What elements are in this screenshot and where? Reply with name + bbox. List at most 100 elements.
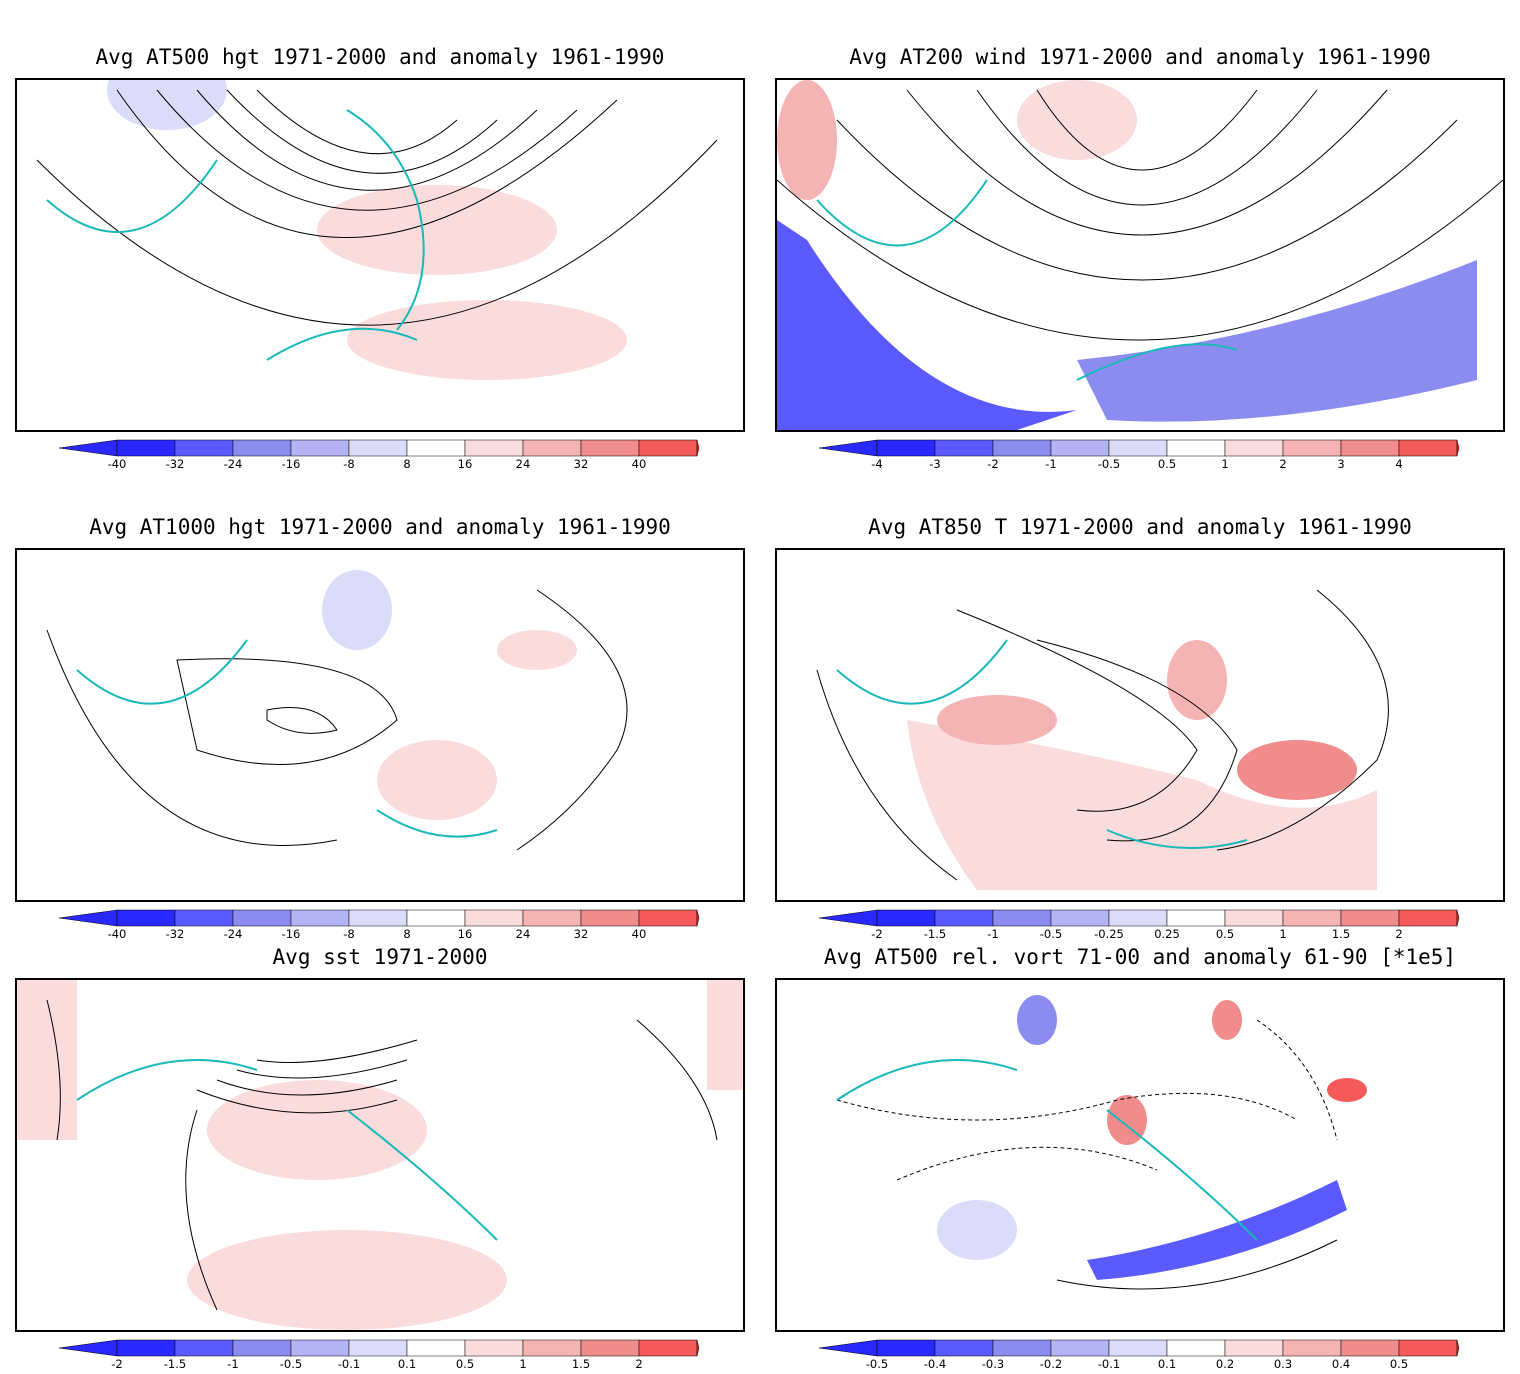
tick-label: -0.5: [1040, 927, 1062, 941]
tick-label: 0.3: [1274, 1357, 1292, 1371]
tick-label: 8: [403, 457, 410, 471]
tick-label: 1.5: [572, 1357, 590, 1371]
colorbar-svg: -4 -3 -2 -1 -0.5 0.5 1 2 3 4: [818, 439, 1460, 471]
tick-label: 0.5: [1390, 1357, 1408, 1371]
tick-label: 1: [1221, 457, 1228, 471]
tick-label: -0.5: [280, 1357, 302, 1371]
tick-label: 0.4: [1332, 1357, 1350, 1371]
panel-title: Avg AT850 T 1971-2000 and anomaly 1961-1…: [868, 515, 1412, 539]
tick-label: -0.5: [866, 1357, 888, 1371]
tick-label: -0.4: [924, 1357, 946, 1371]
tick-label: 2: [1279, 457, 1286, 471]
map-canvas: [46, 570, 628, 851]
colorbar: -4 -3 -2 -1 -0.5 0.5 1 2 3 4: [818, 439, 1460, 474]
coastline: [836, 1059, 1258, 1241]
tick-label: 2: [1395, 927, 1402, 941]
tick-label: -1.5: [924, 927, 946, 941]
map-canvas: [836, 995, 1367, 1290]
tick-label: -1.5: [164, 1357, 186, 1371]
map-canvas: [36, 80, 718, 380]
anomaly-blob: [17, 980, 77, 1140]
coastline: [816, 179, 1238, 381]
colorbar-svg: -40 -32 -24 -16 -8 8 16 24 32 40: [58, 909, 700, 941]
contour-line: [36, 139, 718, 326]
anomaly-blob: [777, 220, 1077, 430]
tick-label: -2: [871, 927, 882, 941]
anomaly-blob: [497, 630, 577, 670]
contour-line: [266, 707, 338, 734]
tick-label: -1: [1045, 457, 1056, 471]
tick-label: -0.1: [338, 1357, 360, 1371]
tick-label: 0.5: [1216, 927, 1234, 941]
tick-label: 0.5: [1158, 457, 1176, 471]
anomaly-blob: [1017, 995, 1057, 1045]
anomaly-blob: [347, 300, 627, 380]
tick-label: 2: [635, 1357, 642, 1371]
anomaly-blob: [317, 185, 557, 275]
map-frame: [775, 978, 1505, 1332]
anomaly-blob: [1077, 260, 1477, 422]
coastline: [76, 639, 498, 838]
colorbar: -2 -1.5 -1 -0.5 -0.25 0.25 0.5 1 1.5 2: [818, 909, 1460, 944]
anomaly-blob: [777, 80, 837, 200]
tick-label: -2: [987, 457, 998, 471]
contour-line: [836, 1092, 1298, 1121]
tick-label: 16: [458, 457, 473, 471]
contour-line: [1256, 1019, 1338, 1141]
map-canvas: [816, 589, 1389, 890]
tick-label: -0.25: [1094, 927, 1124, 941]
anomaly-blob: [1087, 1180, 1347, 1280]
colorbar: -0.5 -0.4 -0.3 -0.2 -0.1 0.1 0.2 0.3 0.4…: [818, 1339, 1460, 1374]
contour-line: [516, 589, 628, 851]
contour-line: [256, 89, 458, 155]
tick-label: 16: [458, 927, 473, 941]
tick-label: -8: [343, 927, 354, 941]
tick-label: 32: [574, 457, 589, 471]
tick-label: -32: [166, 457, 185, 471]
tick-label: -1: [987, 927, 998, 941]
anomaly-blob: [1212, 1000, 1242, 1040]
tick-label: -8: [343, 457, 354, 471]
anomaly-blob: [707, 980, 743, 1090]
tick-label: 32: [574, 927, 589, 941]
anomaly-blob: [907, 720, 1377, 890]
anomaly-blob: [377, 740, 497, 820]
contour-line: [1056, 1239, 1338, 1290]
tick-label: 3: [1337, 457, 1344, 471]
anomaly-blob: [107, 80, 227, 130]
anomaly-blob: [187, 1230, 507, 1330]
tick-label: 1: [519, 1357, 526, 1371]
anomaly-blob: [207, 1080, 427, 1180]
anomaly-blob: [1017, 80, 1137, 160]
colorbar-svg: -2 -1.5 -1 -0.5 -0.1 0.1 0.5 1 1.5 2: [58, 1339, 700, 1371]
anomaly-blob: [1237, 740, 1357, 800]
coastline: [346, 109, 425, 331]
tick-label: -2: [111, 1357, 122, 1371]
tick-label: -24: [224, 457, 243, 471]
contour-line: [196, 1089, 398, 1114]
tick-label: -0.2: [1040, 1357, 1062, 1371]
tick-label: -3: [929, 457, 940, 471]
contour-line: [1036, 639, 1238, 842]
coastline: [46, 159, 418, 361]
contour-line: [896, 1146, 1158, 1181]
contour-line: [636, 1019, 718, 1141]
tick-label: -40: [108, 927, 127, 941]
streamline: [906, 89, 1388, 236]
contour-line: [46, 629, 338, 847]
tick-label: -1: [227, 1357, 238, 1371]
anomaly-blob: [1327, 1078, 1367, 1102]
tick-label: 0.2: [1216, 1357, 1234, 1371]
contour-line: [1216, 589, 1389, 851]
map-canvas: [777, 80, 1503, 430]
tick-label: 0.1: [1158, 1357, 1176, 1371]
contour-line: [116, 89, 618, 238]
streamline: [1036, 89, 1258, 171]
contour-line: [46, 999, 61, 1141]
tick-label: 0.1: [398, 1357, 416, 1371]
map-frame: [15, 978, 745, 1332]
tick-label: -0.3: [982, 1357, 1004, 1371]
panel-title: Avg AT200 wind 1971-2000 and anomaly 196…: [849, 45, 1431, 69]
contour-line: [196, 89, 538, 191]
anomaly-blob: [322, 570, 392, 650]
